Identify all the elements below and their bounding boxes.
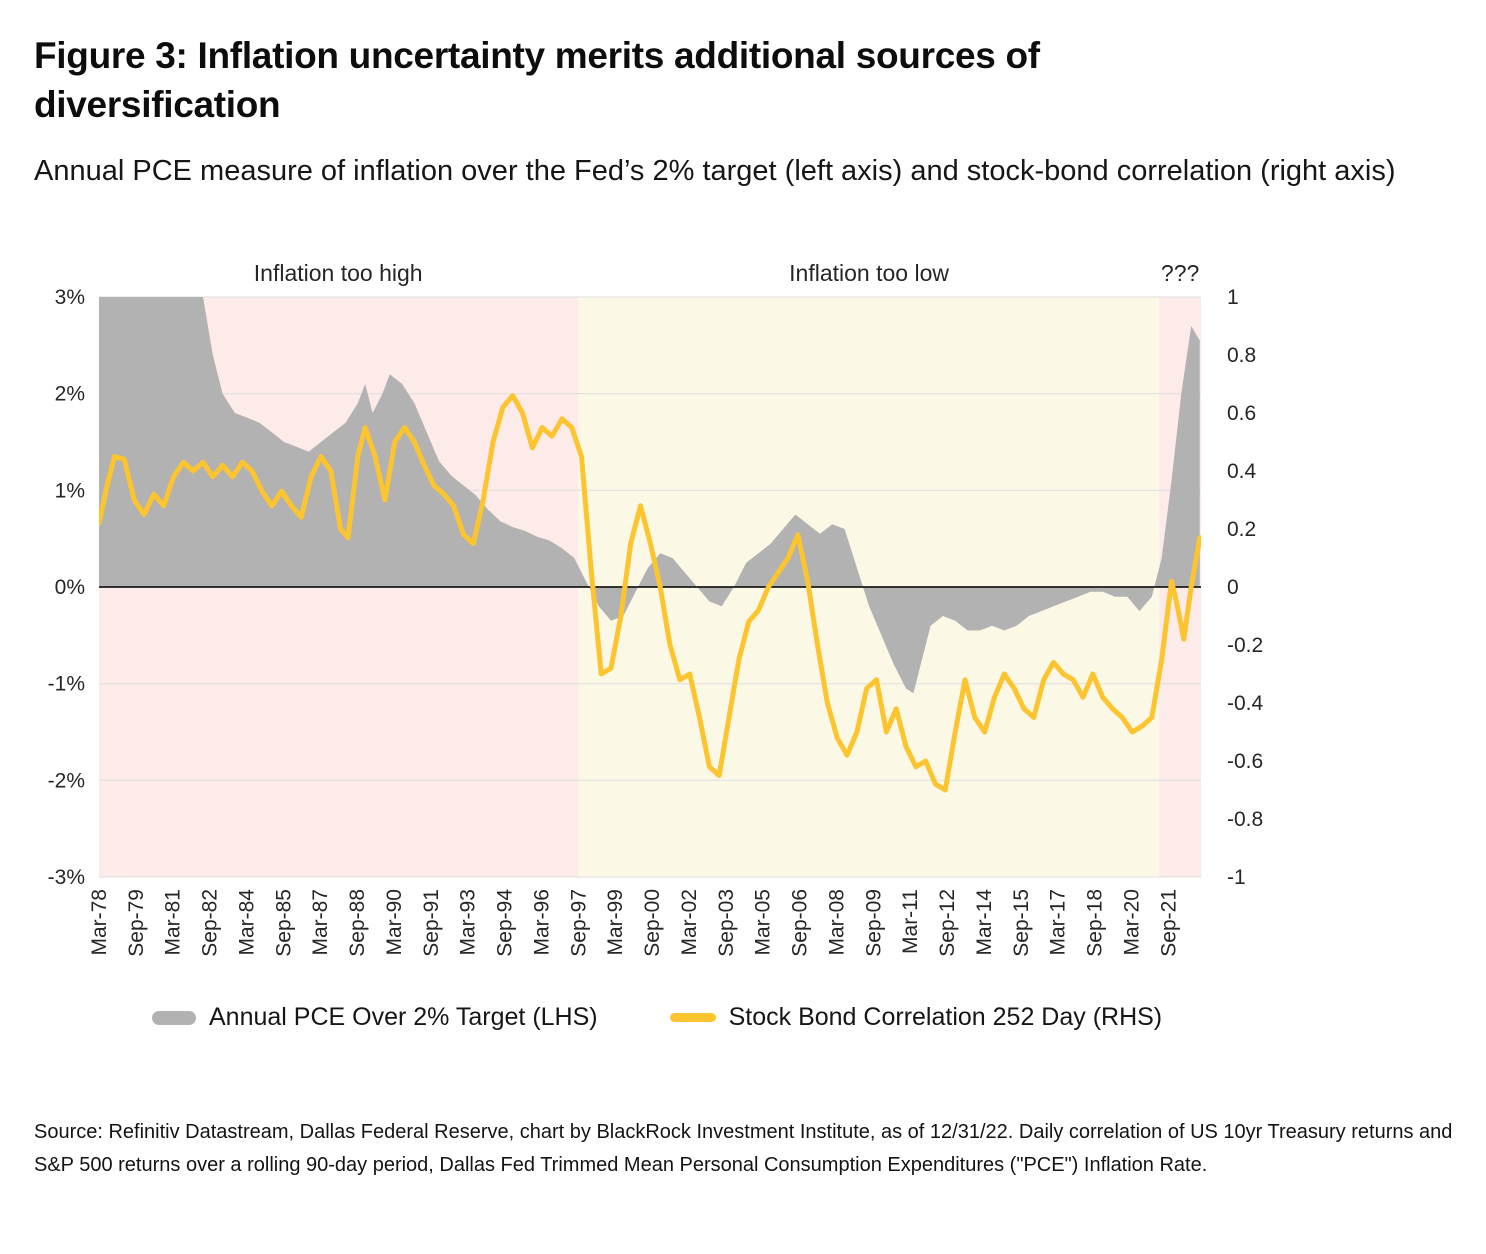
- right-axis-label: -0.2: [1227, 634, 1263, 657]
- right-axis-label: 0.2: [1227, 518, 1256, 541]
- regime-annotation-2: ???: [1161, 260, 1199, 286]
- x-axis-label: Sep-00: [641, 889, 664, 957]
- right-axis-label: 0.4: [1227, 460, 1257, 483]
- left-axis-label: 2%: [55, 383, 85, 406]
- x-axis-label: Sep-21: [1157, 889, 1180, 957]
- x-axis-label: Mar-14: [973, 889, 996, 956]
- legend-item-correlation: Stock Bond Correlation 252 Day (RHS): [669, 1003, 1163, 1032]
- x-axis-label: Mar-93: [457, 889, 480, 956]
- x-axis-label: Mar-05: [752, 889, 775, 956]
- x-axis-label: Mar-78: [88, 889, 111, 956]
- x-axis-label: Mar-96: [531, 889, 554, 956]
- correlation-line-series: [99, 393, 1201, 793]
- correlation-line-swatch-icon: [669, 1013, 716, 1023]
- figure-subtitle: Annual PCE measure of inflation over the…: [34, 154, 1396, 187]
- regime-annotation-0: Inflation too high: [254, 260, 423, 286]
- x-axis-label: Mar-84: [236, 889, 259, 956]
- left-axis-label: 3%: [55, 286, 85, 309]
- x-axis-label: Sep-18: [1084, 889, 1107, 957]
- x-axis-label: Sep-79: [125, 889, 148, 957]
- pce-area-swatch-icon: [152, 1010, 196, 1025]
- right-axis-label: -0.6: [1227, 750, 1263, 773]
- x-axis-label: Sep-85: [272, 889, 295, 957]
- legend-label-pce: Annual PCE Over 2% Target (LHS): [209, 1003, 598, 1032]
- x-axis-label: Sep-15: [1010, 889, 1033, 957]
- right-axis-label: -0.8: [1227, 808, 1263, 831]
- figure-title: Figure 3: Inflation uncertainty merits a…: [34, 35, 1040, 125]
- regime-annotation-1: Inflation too low: [789, 260, 949, 286]
- right-axis-label: -0.4: [1227, 692, 1264, 715]
- x-axis-label: Sep-06: [789, 889, 812, 957]
- right-axis-label: 0: [1227, 576, 1239, 599]
- x-axis-label: Sep-03: [715, 889, 738, 957]
- x-axis-label: Sep-82: [199, 889, 222, 957]
- x-axis-label: Sep-09: [862, 889, 885, 957]
- x-axis-label: Mar-11: [899, 889, 922, 954]
- x-axis-label: Mar-17: [1047, 889, 1070, 956]
- x-axis-label: Sep-97: [567, 889, 590, 957]
- x-axis-label: Mar-02: [678, 889, 701, 956]
- x-axis-label: Mar-87: [309, 889, 332, 956]
- x-axis-label: Mar-90: [383, 889, 406, 956]
- left-axis-label: -3%: [48, 866, 85, 889]
- pce-area-series: [99, 297, 1200, 694]
- right-axis-label: -1: [1227, 866, 1246, 889]
- inflation-correlation-chart: Inflation too high Inflation too low ??? 3%…: [48, 260, 1264, 957]
- left-axis-label: 1%: [55, 479, 85, 502]
- legend-item-pce: Annual PCE Over 2% Target (LHS): [152, 1003, 598, 1032]
- x-axis-label: Mar-20: [1120, 889, 1143, 956]
- right-axis-label: 0.6: [1227, 402, 1256, 425]
- x-axis-label: Mar-08: [826, 889, 849, 956]
- x-axis-label: Mar-81: [162, 889, 185, 956]
- right-axis-label: 0.8: [1227, 344, 1256, 367]
- chart-container: Inflation too high Inflation too low??? 3%…: [34, 249, 1456, 1032]
- x-axis-label: Sep-94: [494, 889, 517, 957]
- legend-label-correlation: Stock Bond Correlation 252 Day (RHS): [728, 1003, 1163, 1032]
- left-axis-label: -1%: [48, 673, 85, 696]
- x-axis-label: Mar-99: [604, 889, 627, 956]
- right-axis-label: 1: [1227, 286, 1239, 309]
- x-axis-label: Sep-91: [420, 889, 443, 957]
- source-note: Source: Refinitiv Datastream, Dallas Fed…: [34, 1121, 1453, 1176]
- chart-legend: Annual PCE Over 2% Target (LHS) Stock Bo…: [152, 1003, 1456, 1032]
- left-axis-label: -2%: [48, 769, 85, 792]
- x-axis-label: Sep-88: [346, 889, 369, 957]
- left-axis-label: 0%: [55, 576, 85, 599]
- x-axis-label: Sep-12: [936, 889, 959, 957]
